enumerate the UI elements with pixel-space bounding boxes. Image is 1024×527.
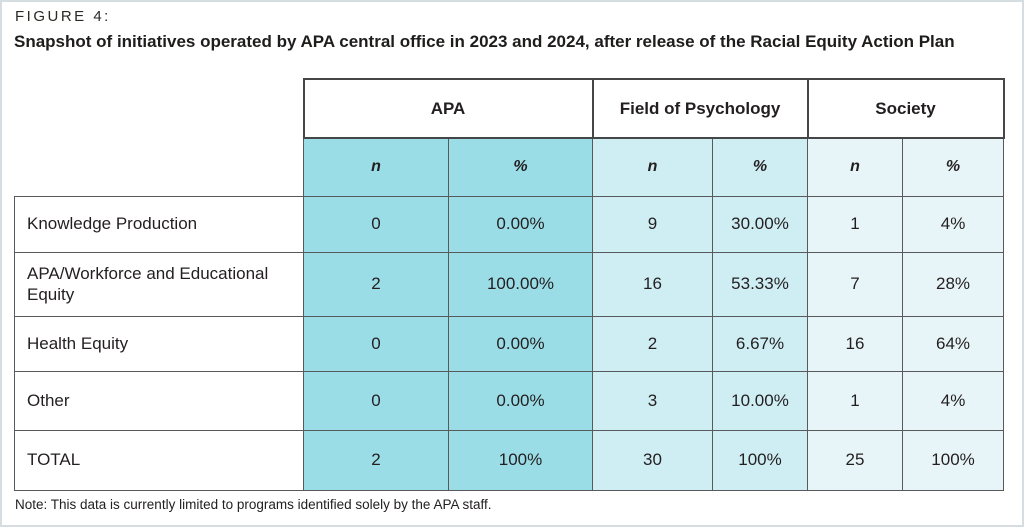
table-note: Note: This data is currently limited to … — [15, 497, 492, 512]
blank-corner-cell — [14, 79, 304, 138]
table-row: APA/Workforce and Educational Equity 2 1… — [14, 251, 1005, 317]
cell-value: 1 — [807, 195, 904, 253]
cell-value: 2 — [592, 315, 714, 372]
cell-value: 64% — [902, 315, 1005, 372]
cell-value: 0.00% — [447, 370, 594, 431]
table-row: Health Equity 0 0.00% 2 6.67% 16 64% — [14, 315, 1005, 372]
cell-value: 25 — [807, 429, 904, 491]
cell-value: 16 — [807, 315, 904, 372]
blank-corner-cell — [14, 138, 304, 196]
cell-value: 100% — [447, 429, 594, 491]
row-label: Knowledge Production — [14, 195, 304, 253]
row-label: Other — [14, 370, 304, 431]
cell-value: 6.67% — [712, 315, 809, 372]
cell-value: 16 — [592, 251, 714, 317]
group-header-row: APA Field of Psychology Society — [14, 78, 1005, 139]
figure-title: Snapshot of initiatives operated by APA … — [14, 32, 955, 51]
cell-value: 0 — [303, 370, 449, 431]
row-label: APA/Workforce and Educational Equity — [14, 251, 304, 317]
table-row: Other 0 0.00% 3 10.00% 1 4% — [14, 370, 1005, 431]
cell-value: 2 — [303, 429, 449, 491]
subheader-apa-n: n — [303, 137, 449, 197]
table-row: Knowledge Production 0 0.00% 9 30.00% 1 … — [14, 195, 1005, 253]
subheader-society-pct: % — [902, 137, 1005, 197]
cell-value: 0.00% — [447, 315, 594, 372]
cell-value: 1 — [807, 370, 904, 431]
subheader-apa-pct: % — [447, 137, 594, 197]
subheader-field-n: n — [592, 137, 714, 197]
group-header-society: Society — [806, 78, 1005, 139]
cell-value: 100.00% — [447, 251, 594, 317]
table-row: TOTAL 2 100% 30 100% 25 100% — [14, 429, 1005, 491]
cell-value: 30.00% — [712, 195, 809, 253]
subheader-field-pct: % — [712, 137, 809, 197]
cell-value: 9 — [592, 195, 714, 253]
cell-value: 30 — [592, 429, 714, 491]
group-header-field: Field of Psychology — [591, 78, 809, 139]
cell-value: 0.00% — [447, 195, 594, 253]
cell-value: 0 — [303, 315, 449, 372]
initiatives-table: APA Field of Psychology Society n % n % … — [14, 78, 1005, 491]
cell-value: 2 — [303, 251, 449, 317]
row-label: TOTAL — [14, 429, 304, 491]
cell-value: 53.33% — [712, 251, 809, 317]
cell-value: 4% — [902, 195, 1005, 253]
row-label: Health Equity — [14, 315, 304, 372]
cell-value: 0 — [303, 195, 449, 253]
figure-label: FIGURE 4: — [15, 8, 111, 25]
cell-value: 4% — [902, 370, 1005, 431]
cell-value: 10.00% — [712, 370, 809, 431]
subheader-row: n % n % n % — [14, 137, 1005, 197]
cell-value: 3 — [592, 370, 714, 431]
cell-value: 100% — [902, 429, 1005, 491]
subheader-society-n: n — [807, 137, 904, 197]
cell-value: 28% — [902, 251, 1005, 317]
cell-value: 100% — [712, 429, 809, 491]
group-header-apa: APA — [302, 78, 594, 139]
cell-value: 7 — [807, 251, 904, 317]
